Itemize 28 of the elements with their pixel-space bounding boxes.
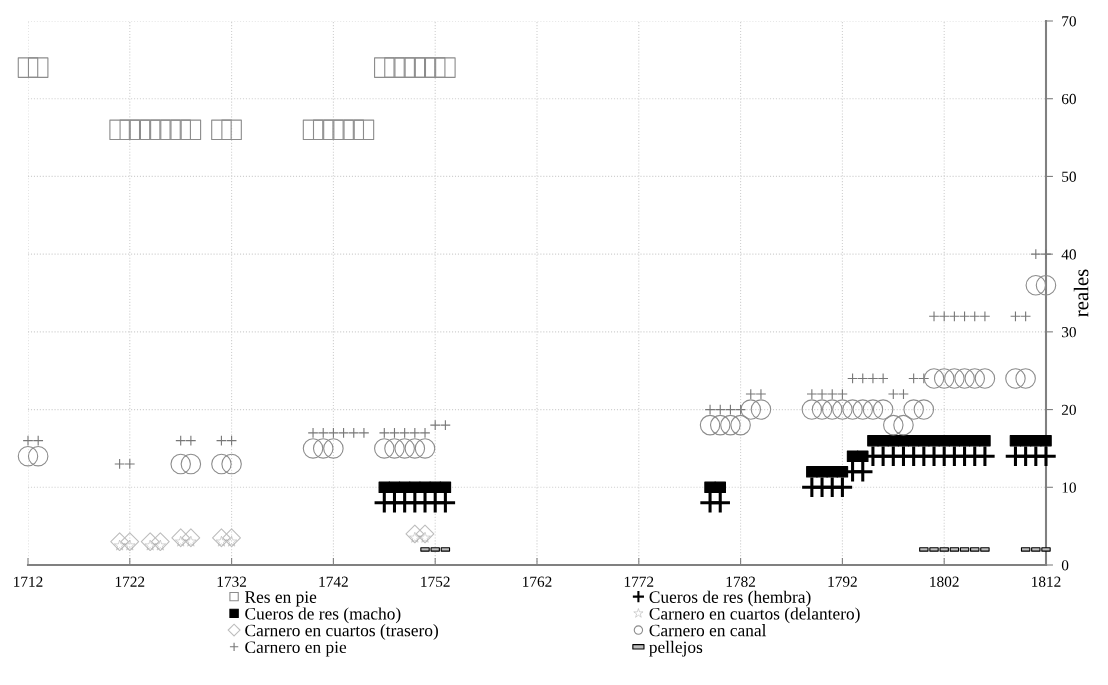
x-tick-label: 1772 — [624, 576, 654, 587]
legend-label: Cueros de res (macho) — [245, 607, 401, 624]
legend-label: Carnero en cuartos (trasero) — [245, 624, 438, 640]
legend-label: Res en pie — [245, 591, 317, 607]
x-tick-label: 1752 — [421, 576, 450, 587]
x-tick-label: 1802 — [930, 576, 959, 587]
x-tick-label: 1782 — [726, 576, 756, 587]
y-tick-label: 0 — [1061, 560, 1069, 571]
y-tick-label: 70 — [1062, 16, 1076, 27]
x-tick-label: 1762 — [523, 576, 552, 587]
x-tick-label: 1722 — [115, 576, 145, 587]
x-tick-label: 1732 — [217, 576, 247, 587]
x-tick-label: 1792 — [828, 576, 857, 587]
y-tick-label: 50 — [1062, 171, 1076, 182]
legend-label: Carnero en pie — [245, 641, 347, 657]
y-tick-label: 10 — [1062, 482, 1076, 493]
y-tick-label: 30 — [1062, 327, 1076, 338]
y-tick-label: 40 — [1061, 249, 1076, 260]
x-tick-label: 1812 — [1032, 576, 1061, 587]
legend-label: Cueros de res (hembra) — [649, 590, 811, 607]
x-tick-label: 1712 — [14, 576, 43, 587]
legend-label: pellejos — [649, 640, 703, 657]
legend-label: Carnero en canal — [649, 624, 767, 637]
x-tick-label: 1742 — [319, 576, 348, 587]
legend-label: Carnero en cuartos (delantero) — [649, 607, 860, 624]
y-axis-title: reales — [1073, 269, 1089, 317]
y-tick-label: 20 — [1061, 404, 1076, 416]
y-tick-label: 60 — [1061, 93, 1076, 105]
